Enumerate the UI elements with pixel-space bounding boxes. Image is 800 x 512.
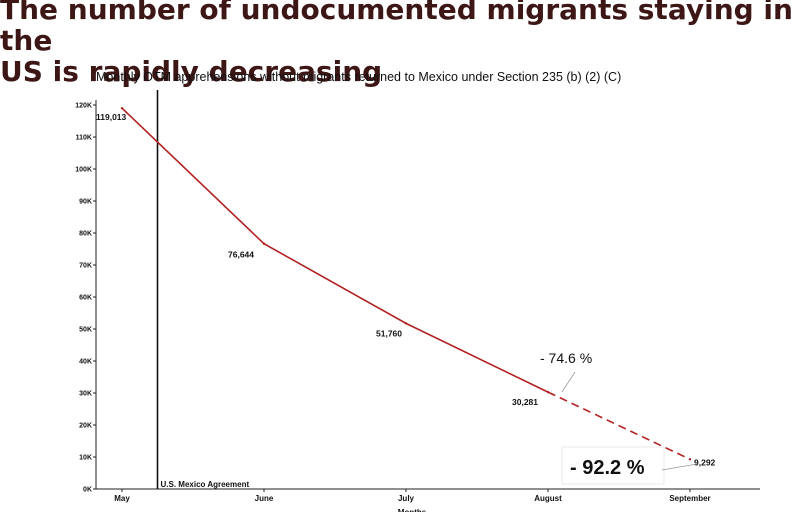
y-tick-label: 90K <box>79 199 92 206</box>
y-tick-label: 100K <box>75 167 92 174</box>
data-label: 30,281 <box>512 397 538 407</box>
headline: The number of undocumented migrants stay… <box>0 0 793 88</box>
data-point <box>404 322 408 325</box>
x-tick-label: May <box>114 494 130 503</box>
data-point <box>120 106 124 110</box>
y-tick-label: 30K <box>79 391 92 398</box>
y-tick-label: 120K <box>75 103 92 110</box>
x-tick-label: August <box>534 494 562 503</box>
x-tick-label: September <box>669 494 710 503</box>
data-label: 51,760 <box>376 328 402 338</box>
x-axis-title: Months <box>398 508 427 512</box>
x-tick-label: July <box>398 494 415 503</box>
data-label: 9,292 <box>694 457 716 467</box>
projected-segment <box>547 391 691 460</box>
y-tick-label: 110K <box>76 135 92 142</box>
chart-title: Monthly OTM apprehensions without migran… <box>96 70 622 84</box>
series-line <box>121 107 549 393</box>
y-tick-label: 60K <box>79 295 92 302</box>
data-point <box>546 390 550 394</box>
data-label: 119,013 <box>96 112 127 122</box>
data-point <box>688 458 692 461</box>
y-tick-label: 10K <box>79 455 92 462</box>
axes: 0K 10K 20K 30K 40K 50K 60K 70K 80K 90K 100K 110K 120… <box>75 100 760 512</box>
annotation-september: - 92.2 % <box>570 457 645 479</box>
x-tick-label: June <box>255 494 274 503</box>
annotation-august: - 74.6 % <box>540 350 592 366</box>
y-tick-label: 50K <box>79 327 92 334</box>
y-tick-label: 80K <box>79 231 92 238</box>
data-label: 76,644 <box>228 250 254 260</box>
y-tick-label: 0K <box>83 487 92 494</box>
annotation-leader <box>661 463 698 471</box>
data-point <box>262 242 266 245</box>
annotation-leader <box>561 371 576 393</box>
annotation-box <box>561 446 665 485</box>
reference-line-label: U.S. Mexico Agreement <box>161 480 250 489</box>
y-tick-label: 20K <box>79 423 92 430</box>
y-tick-label: 70K <box>79 263 92 270</box>
chart-marks: U.S. Mexico Agreement 119,013 76,644 51,760… <box>96 90 716 489</box>
y-tick-label: 40K <box>79 359 92 366</box>
